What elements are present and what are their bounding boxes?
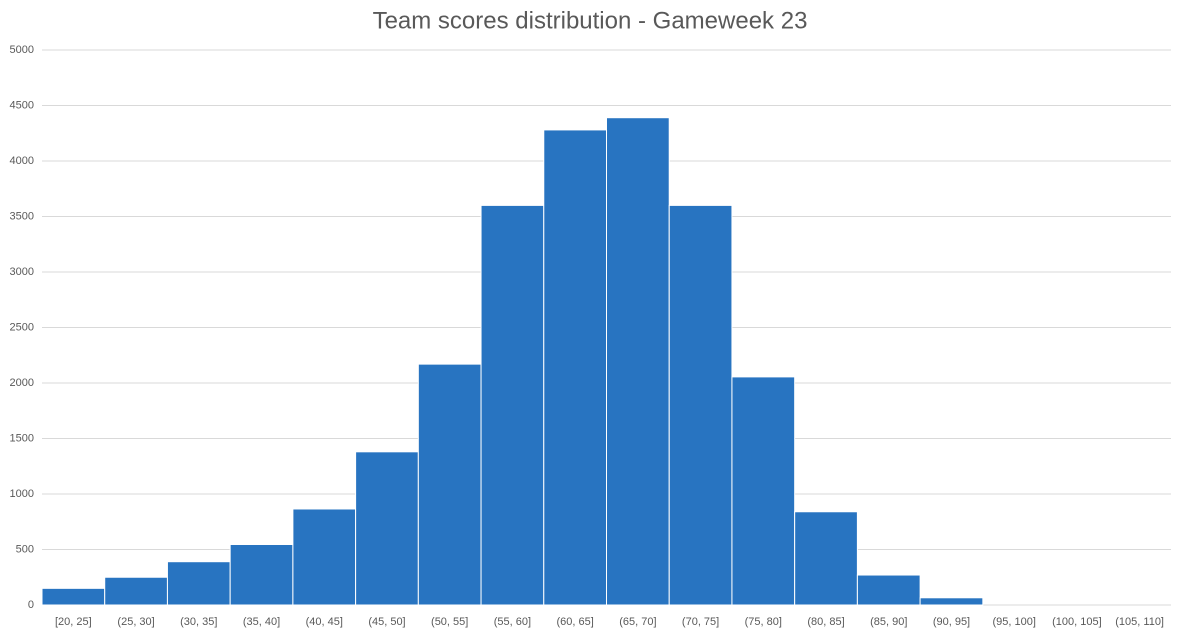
x-tick-label: (60, 65]: [556, 616, 593, 628]
y-tick-label: 0: [28, 599, 34, 611]
x-tick-label: (105, 110]: [1115, 616, 1164, 628]
bar: [417, 363, 482, 606]
x-tick-label: (40, 45]: [306, 616, 343, 628]
bar: [480, 204, 545, 606]
bar: [794, 511, 858, 606]
x-tick-label: (50, 55]: [431, 616, 468, 628]
bar: [606, 117, 670, 606]
y-tick-label: 3000: [10, 266, 34, 278]
bar: [41, 587, 106, 606]
y-tick-label: 5000: [10, 44, 34, 56]
y-tick-label: 1000: [10, 488, 34, 500]
x-tick-label: (55, 60]: [494, 616, 531, 628]
bar: [543, 129, 607, 606]
bar: [668, 204, 733, 606]
x-tick-label: (70, 75]: [682, 616, 719, 628]
chart-title: Team scores distribution - Gameweek 23: [373, 7, 808, 34]
x-tick-label: (35, 40]: [243, 616, 280, 628]
y-tick-label: 1500: [10, 432, 34, 444]
bar: [856, 574, 921, 606]
bar: [166, 561, 231, 606]
y-tick-label: 2500: [10, 321, 34, 333]
x-tick-label: (80, 85]: [807, 616, 844, 628]
x-tick-label: (95, 100]: [992, 616, 1035, 628]
y-tick-label: 500: [16, 543, 34, 555]
bar: [104, 576, 168, 606]
x-tick-label: (100, 105]: [1052, 616, 1102, 628]
x-tick-label: (85, 90]: [870, 616, 907, 628]
x-tick-label: (90, 95]: [933, 616, 970, 628]
x-tick-label: (65, 70]: [619, 616, 656, 628]
x-tick-label: (25, 30]: [117, 616, 154, 628]
x-tick-label: (30, 35]: [180, 616, 217, 628]
bar: [919, 597, 984, 606]
bar: [292, 508, 357, 606]
y-tick-label: 4000: [10, 155, 34, 167]
bar: [731, 376, 796, 606]
bar: [355, 451, 419, 606]
x-tick-label: (75, 80]: [745, 616, 782, 628]
x-tick-label: [20, 25]: [55, 616, 92, 628]
x-tick-label: (45, 50]: [368, 616, 405, 628]
y-tick-label: 4500: [10, 99, 34, 111]
y-tick-label: 2000: [10, 377, 34, 389]
bar: [229, 544, 294, 606]
y-tick-label: 3500: [10, 210, 34, 222]
